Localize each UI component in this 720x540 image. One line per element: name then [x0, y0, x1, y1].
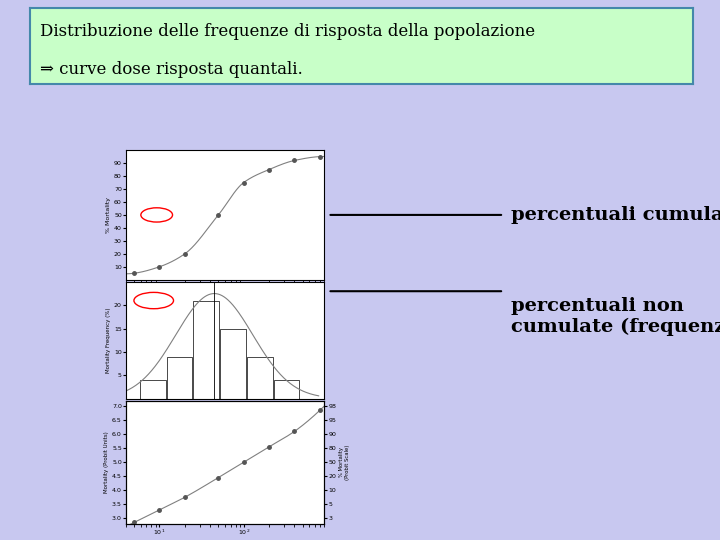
Text: percentuali cumulate: percentuali cumulate [511, 206, 720, 224]
Bar [166, 356, 192, 399]
Bar [140, 380, 166, 399]
Bar [220, 328, 246, 399]
Text: percentuali non
cumulate (frequenze): percentuali non cumulate (frequenze) [511, 296, 720, 336]
Bar [274, 380, 300, 399]
Bar [194, 301, 219, 399]
Y-axis label: Mortality Frequency (%): Mortality Frequency (%) [106, 307, 111, 373]
Text: Distribuzione delle frequenze di risposta della popolazione: Distribuzione delle frequenze di rispost… [40, 23, 535, 40]
Bar [247, 356, 273, 399]
Text: ⇒ curve dose risposta quantali.: ⇒ curve dose risposta quantali. [40, 61, 303, 78]
Y-axis label: % Mortality: % Mortality [106, 197, 111, 233]
Y-axis label: Mortality (Probit Units): Mortality (Probit Units) [104, 431, 109, 493]
Y-axis label: % Mortality
(Probit Scale): % Mortality (Probit Scale) [339, 444, 350, 480]
